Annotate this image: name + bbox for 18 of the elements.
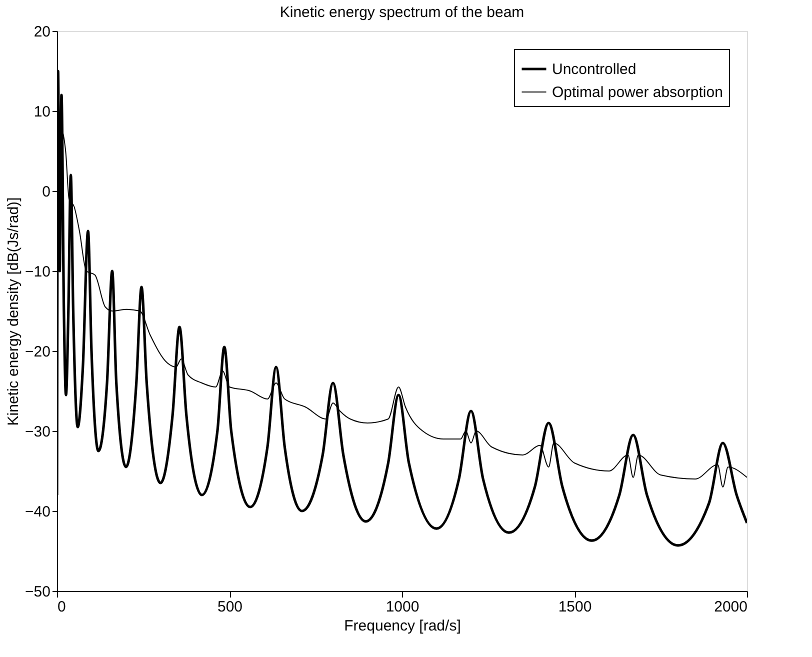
x-tick-label: 0: [58, 598, 66, 616]
chart-title: Kinetic energy spectrum of the beam: [280, 4, 524, 21]
legend-label: Optimal power absorption: [552, 84, 723, 101]
y-tick-label: −30: [25, 424, 50, 440]
x-tick-label: 1500: [558, 598, 592, 616]
y-tick-label: 0: [42, 184, 50, 200]
y-tick-label: −50: [25, 584, 50, 600]
y-tick-label: 20: [34, 24, 50, 40]
x-tick-label: 500: [217, 598, 243, 616]
y-tick-label: −20: [25, 344, 50, 360]
x-axis-title: Frequency [rad/s]: [344, 618, 461, 634]
legend-label: Uncontrolled: [552, 61, 636, 78]
y-tick-label: −40: [25, 504, 50, 520]
y-tick-label: −10: [25, 264, 50, 280]
x-tick-label: 1000: [386, 598, 420, 616]
x-tick-label: 2000: [714, 598, 748, 616]
y-axis-title: Kinetic energy density [dB(Js/rad)]: [5, 197, 22, 426]
y-tick-label: 10: [34, 104, 50, 120]
